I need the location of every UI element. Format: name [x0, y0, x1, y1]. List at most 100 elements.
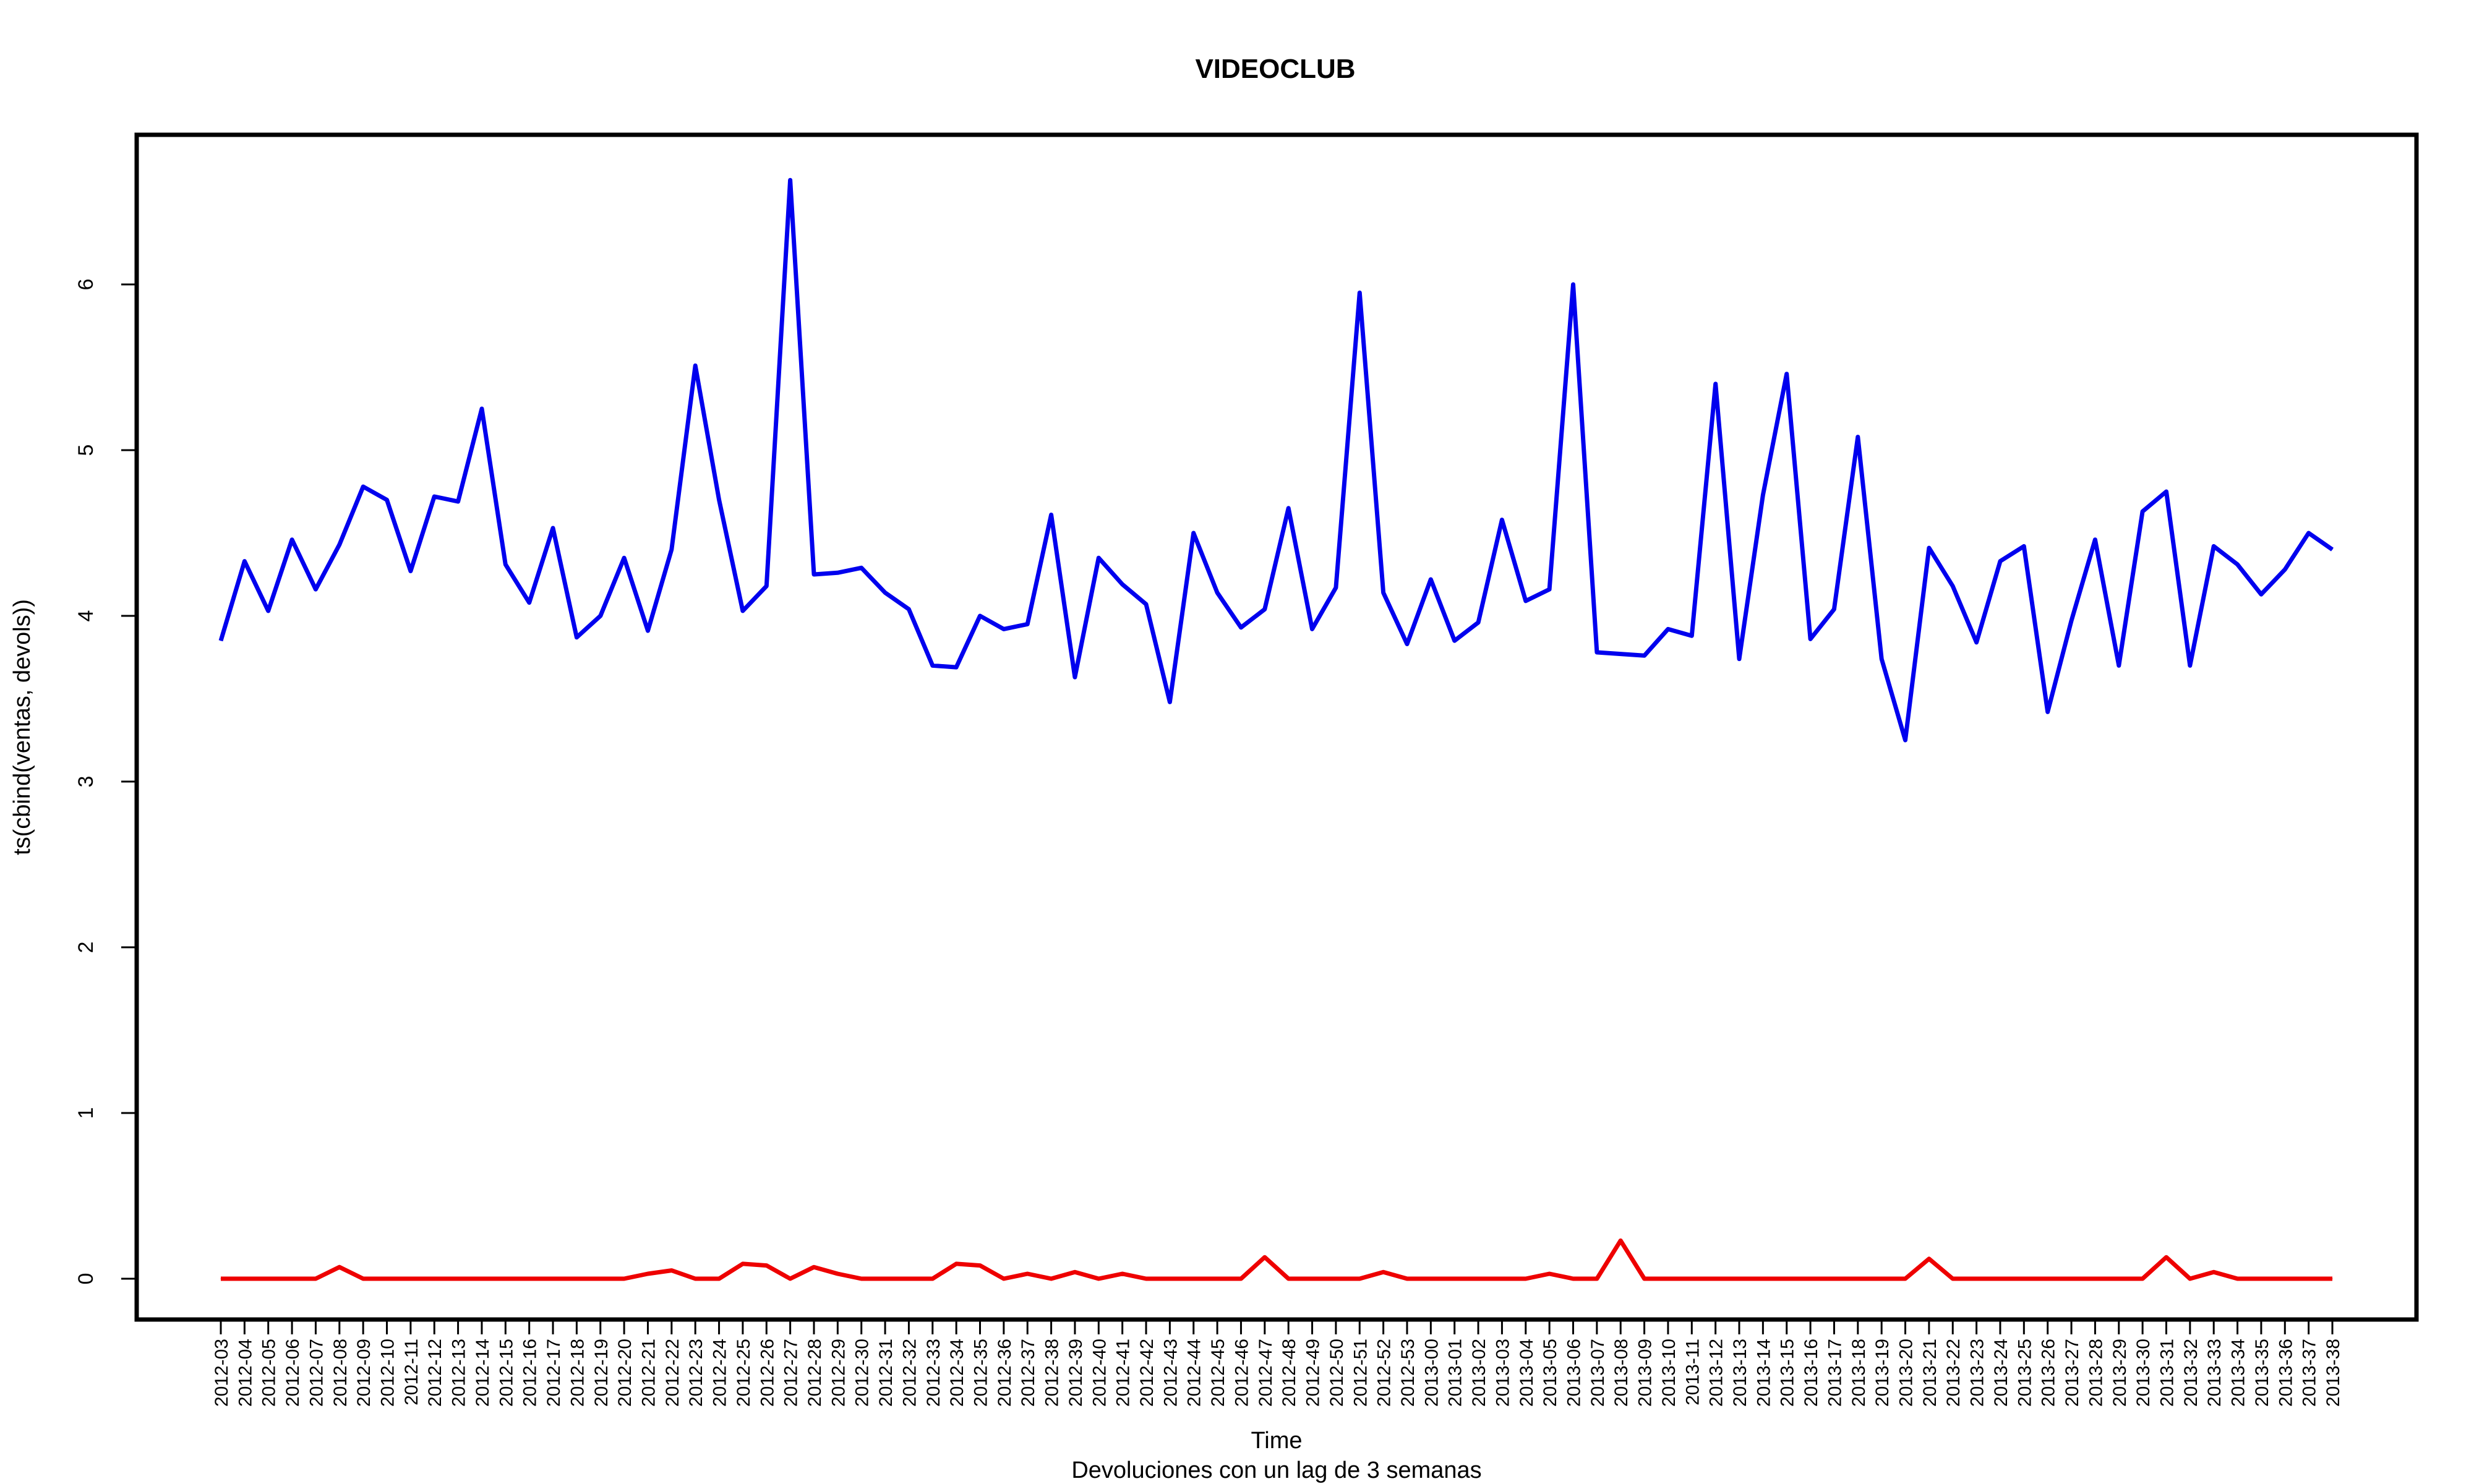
y-tick-label: 0 — [74, 1273, 98, 1285]
x-tick-label: 2012-46 — [1231, 1339, 1252, 1407]
x-tick-label: 2012-52 — [1374, 1339, 1395, 1407]
series-1-point — [742, 610, 743, 612]
series-1-point — [2189, 665, 2191, 666]
series-1-point — [1335, 587, 1337, 588]
x-tick-label: 2012-37 — [1018, 1339, 1038, 1407]
series-1-point — [884, 592, 886, 593]
x-tick-label: 2012-04 — [235, 1339, 255, 1407]
chart-title: VIDEOCLUB — [1195, 54, 1355, 84]
series-1-point — [576, 637, 577, 638]
x-tick-label: 2012-29 — [828, 1339, 849, 1407]
series-2-point — [1027, 1273, 1028, 1274]
x-tick-label: 2012-42 — [1137, 1339, 1157, 1407]
x-tick-label: 2013-14 — [1753, 1339, 1774, 1407]
x-tick-label: 2013-34 — [2228, 1339, 2249, 1407]
x-tick-label: 2012-31 — [876, 1339, 896, 1407]
x-tick-label: 2013-00 — [1421, 1339, 1442, 1407]
series-1-point — [695, 365, 696, 366]
series-1-point — [1122, 584, 1123, 585]
series-1-point — [1478, 622, 1479, 623]
series-2-point — [1074, 1271, 1076, 1273]
series-1-point — [2118, 665, 2120, 666]
series-1-point — [1359, 292, 1360, 293]
x-tick-label: 2013-26 — [2039, 1339, 2059, 1407]
x-tick-label: 2013-12 — [1706, 1339, 1727, 1407]
x-tick-label: 2013-29 — [2110, 1339, 2130, 1407]
series-1-point — [291, 539, 293, 540]
chart-subtitle: Devoluciones con un lag de 3 semanas — [1071, 1457, 1481, 1483]
x-tick-label: 2013-05 — [1540, 1339, 1560, 1407]
series-line-2 — [221, 1238, 2332, 1281]
x-tick-label: 2012-30 — [852, 1339, 873, 1407]
series-1-point — [2237, 564, 2238, 565]
x-tick-label: 2012-05 — [259, 1339, 280, 1407]
y-tick-label: 2 — [74, 942, 98, 953]
x-tick-label: 2013-30 — [2133, 1339, 2154, 1407]
x-tick-label: 2013-38 — [2323, 1339, 2343, 1407]
x-tick-label: 2013-08 — [1611, 1339, 1632, 1407]
x-tick-label: 2013-27 — [2062, 1339, 2082, 1407]
x-tick-label: 2013-37 — [2300, 1339, 2320, 1407]
series-layer — [218, 177, 2334, 1281]
x-tick-label: 2012-13 — [449, 1339, 469, 1407]
series-1-point — [1549, 589, 1550, 590]
series-1-point — [1786, 373, 1787, 375]
series-1-point — [339, 544, 340, 545]
series-1-point — [1715, 383, 1716, 385]
x-tick-label: 2012-34 — [947, 1339, 967, 1407]
series-1-point — [2308, 532, 2309, 534]
x-tick-label: 2013-16 — [1801, 1339, 1821, 1407]
x-tick-label: 2012-39 — [1066, 1339, 1086, 1407]
y-axis: 0 1 2 3 4 5 6 — [74, 279, 138, 1285]
x-tick-label: 2013-07 — [1588, 1339, 1608, 1407]
series-1-point — [1027, 623, 1028, 625]
series-2-point — [1383, 1271, 1384, 1273]
x-tick-label: 2012-53 — [1398, 1339, 1418, 1407]
x-tick-label: 2012-36 — [995, 1339, 1015, 1407]
series-1-point — [2142, 511, 2143, 512]
series-1-point — [813, 574, 815, 575]
x-tick-label: 2013-21 — [1920, 1339, 1940, 1407]
x-tick-label: 2013-24 — [1991, 1339, 2011, 1407]
series-2-point — [837, 1273, 838, 1274]
x-tick-label: 2013-13 — [1730, 1339, 1750, 1407]
x-tick-label: 2013-25 — [2014, 1339, 2035, 1407]
x-tick-label: 2012-50 — [1327, 1339, 1347, 1407]
series-2-point — [742, 1263, 743, 1264]
series-2-point — [1549, 1273, 1550, 1274]
x-tick-label: 2013-04 — [1517, 1339, 1537, 1407]
x-tick-label: 2012-23 — [686, 1339, 706, 1407]
x-tick-label: 2013-35 — [2252, 1339, 2272, 1407]
x-tick-label: 2013-33 — [2204, 1339, 2225, 1407]
x-tick-label: 2012-27 — [781, 1339, 802, 1407]
x-tick-label: 2013-23 — [1967, 1339, 1988, 1407]
x-tick-label: 2012-40 — [1089, 1339, 1110, 1407]
x-tick-label: 2012-24 — [710, 1339, 730, 1407]
y-tick-label: 4 — [74, 610, 98, 622]
x-tick-label: 2013-22 — [1943, 1339, 1964, 1407]
x-tick-label: 2013-17 — [1825, 1339, 1845, 1407]
series-2-point — [1122, 1273, 1123, 1274]
y-axis-label: ts(cbind(ventas, devols)) — [9, 599, 35, 855]
x-tick-label: 2012-15 — [496, 1339, 516, 1407]
series-2-point — [339, 1266, 340, 1268]
x-tick-label: 2012-18 — [567, 1339, 588, 1407]
series-1-point — [671, 549, 672, 550]
x-tick-label: 2013-03 — [1492, 1339, 1513, 1407]
x-tick-label: 2012-22 — [662, 1339, 683, 1407]
y-tick-label: 6 — [74, 279, 98, 291]
x-tick-label: 2013-10 — [1659, 1339, 1679, 1407]
x-tick-label: 2012-12 — [425, 1339, 445, 1407]
x-tick-label: 2012-28 — [805, 1339, 825, 1407]
series-2-point — [1264, 1256, 1265, 1258]
x-tick-label: 2013-20 — [1896, 1339, 1917, 1407]
x-tick-label: 2012-07 — [306, 1339, 327, 1407]
x-tick-label: 2012-35 — [971, 1339, 991, 1407]
series-1-point — [1383, 592, 1384, 593]
x-tick-label: 2012-32 — [899, 1339, 920, 1407]
x-tick-label: 2012-43 — [1160, 1339, 1181, 1407]
series-1-point — [1905, 740, 1906, 741]
series-1-point — [505, 564, 506, 565]
x-tick-label: 2013-09 — [1635, 1339, 1656, 1407]
